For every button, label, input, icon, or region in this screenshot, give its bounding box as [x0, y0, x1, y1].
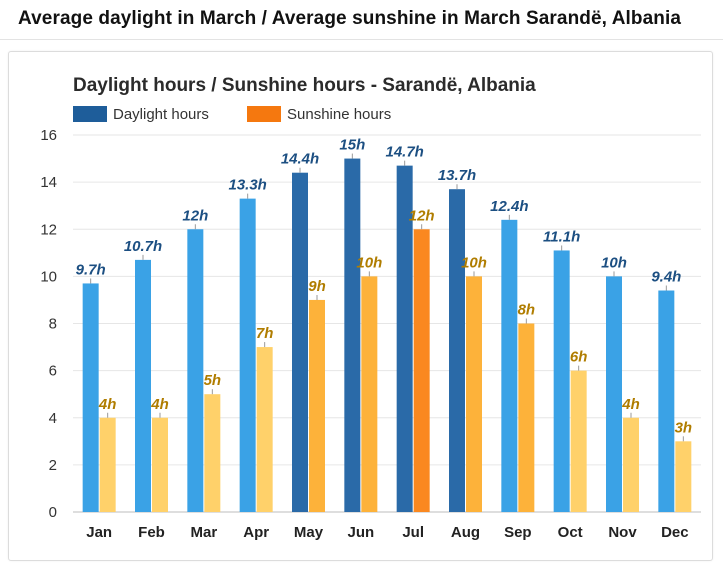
data-label-daylight-nov: 10h — [601, 254, 627, 271]
bars — [82, 158, 692, 513]
x-tick-label-jul: Jul — [402, 524, 424, 541]
bar-daylight-nov[interactable] — [606, 276, 622, 512]
data-label-sunshine-nov: 4h — [621, 396, 640, 413]
data-label-daylight-jan: 9.7h — [76, 261, 106, 278]
bar-sunshine-jun[interactable] — [361, 276, 378, 512]
data-label-sunshine-apr: 7h — [256, 325, 274, 342]
data-label-daylight-oct: 11.1h — [543, 228, 580, 245]
bar-daylight-sep[interactable] — [501, 219, 518, 512]
bar-daylight-may[interactable] — [292, 172, 308, 512]
data-label-daylight-may: 14.4h — [281, 151, 319, 168]
legend-label-daylight[interactable]: Daylight hours — [113, 106, 209, 123]
data-label-sunshine-may: 9h — [308, 278, 326, 295]
x-tick-label-jan: Jan — [86, 524, 112, 541]
daylight-sunshine-chart: Daylight hours / Sunshine hours - Sarand… — [40, 75, 701, 541]
bar-daylight-jun[interactable] — [344, 158, 361, 512]
data-label-sunshine-mar: 5h — [204, 372, 222, 389]
data-label-daylight-sep: 12.4h — [490, 198, 528, 215]
y-tick-label: 8 — [49, 316, 57, 333]
bar-sunshine-may[interactable] — [309, 299, 325, 512]
data-label-daylight-jun: 15h — [339, 137, 365, 154]
legend-swatch-daylight — [73, 106, 107, 122]
x-tick-label-oct: Oct — [558, 524, 583, 541]
chart-title: Daylight hours / Sunshine hours - Sarand… — [73, 75, 536, 96]
data-label-daylight-aug: 13.7h — [438, 167, 476, 184]
bar-sunshine-apr[interactable] — [256, 347, 273, 512]
bar-sunshine-sep[interactable] — [518, 323, 535, 513]
x-tick-label-feb: Feb — [138, 524, 165, 541]
data-label-sunshine-dec: 3h — [675, 419, 693, 436]
bar-sunshine-jan[interactable] — [99, 417, 116, 512]
data-label-daylight-mar: 12h — [182, 207, 208, 224]
bar-daylight-jul[interactable] — [396, 165, 413, 512]
data-label-sunshine-jan: 4h — [98, 396, 117, 413]
bar-sunshine-jul[interactable] — [413, 229, 430, 512]
bar-daylight-apr[interactable] — [239, 198, 256, 512]
y-tick-label: 6 — [49, 363, 57, 380]
bar-daylight-jan[interactable] — [82, 283, 99, 512]
bar-daylight-mar[interactable] — [187, 229, 204, 512]
legend-swatch-sunshine — [247, 106, 281, 122]
bar-daylight-dec[interactable] — [658, 290, 675, 512]
y-tick-label: 10 — [40, 268, 57, 285]
chart-card: Daylight hours / Sunshine hours - Sarand… — [8, 51, 713, 561]
x-tick-label-may: May — [294, 524, 324, 541]
legend-label-sunshine[interactable]: Sunshine hours — [287, 106, 391, 123]
bar-daylight-feb[interactable] — [135, 259, 151, 512]
data-label-sunshine-jun: 10h — [356, 254, 382, 271]
bar-sunshine-dec[interactable] — [675, 441, 692, 512]
bar-sunshine-nov[interactable] — [623, 417, 639, 512]
bar-daylight-oct[interactable] — [553, 250, 570, 513]
x-tick-label-mar: Mar — [190, 524, 217, 541]
bar-sunshine-aug[interactable] — [466, 276, 482, 512]
y-axis: 0 2 4 6 8 10 12 14 16 — [40, 127, 57, 521]
y-tick-label: 12 — [40, 221, 57, 238]
data-label-sunshine-sep: 8h — [518, 302, 536, 319]
grid-lines — [73, 134, 701, 513]
data-label-sunshine-feb: 4h — [150, 396, 169, 413]
y-tick-label: 16 — [40, 127, 57, 144]
x-tick-label-dec: Dec — [661, 524, 689, 541]
data-label-daylight-apr: 13.3h — [228, 177, 266, 194]
bar-sunshine-oct[interactable] — [570, 370, 587, 512]
bar-sunshine-mar[interactable] — [204, 394, 221, 512]
page-title: Average daylight in March / Average suns… — [18, 8, 682, 29]
data-label-daylight-jul: 14.7h — [385, 144, 423, 161]
data-label-sunshine-jul: 12h — [409, 207, 435, 224]
data-label-daylight-dec: 9.4h — [651, 269, 681, 286]
data-label-sunshine-aug: 10h — [461, 254, 487, 271]
data-label-sunshine-oct: 6h — [570, 349, 588, 366]
x-tick-label-aug: Aug — [451, 524, 480, 541]
y-tick-label: 0 — [49, 504, 57, 521]
data-label-daylight-feb: 10.7h — [124, 238, 162, 255]
x-axis: Jan Feb Mar Apr May Jun Jul Aug Sep Oct Nov Dec — [86, 524, 688, 541]
x-tick-label-jun: Jun — [347, 524, 374, 541]
y-tick-label: 14 — [40, 174, 57, 191]
legend: Daylight hours Sunshine hours — [73, 106, 391, 123]
x-tick-label-nov: Nov — [608, 524, 637, 541]
bar-daylight-aug[interactable] — [449, 189, 465, 512]
bar-sunshine-feb[interactable] — [152, 417, 168, 512]
data-labels: 9.7h 4h 10.7h 4h 12h 5h 13.3h 7h 14.4h 9h 15h 10h 14… — [76, 137, 692, 442]
y-tick-label: 4 — [49, 410, 57, 427]
x-tick-label-apr: Apr — [243, 524, 269, 541]
title-divider — [0, 39, 723, 40]
x-tick-label-sep: Sep — [504, 524, 532, 541]
y-tick-label: 2 — [49, 457, 57, 474]
